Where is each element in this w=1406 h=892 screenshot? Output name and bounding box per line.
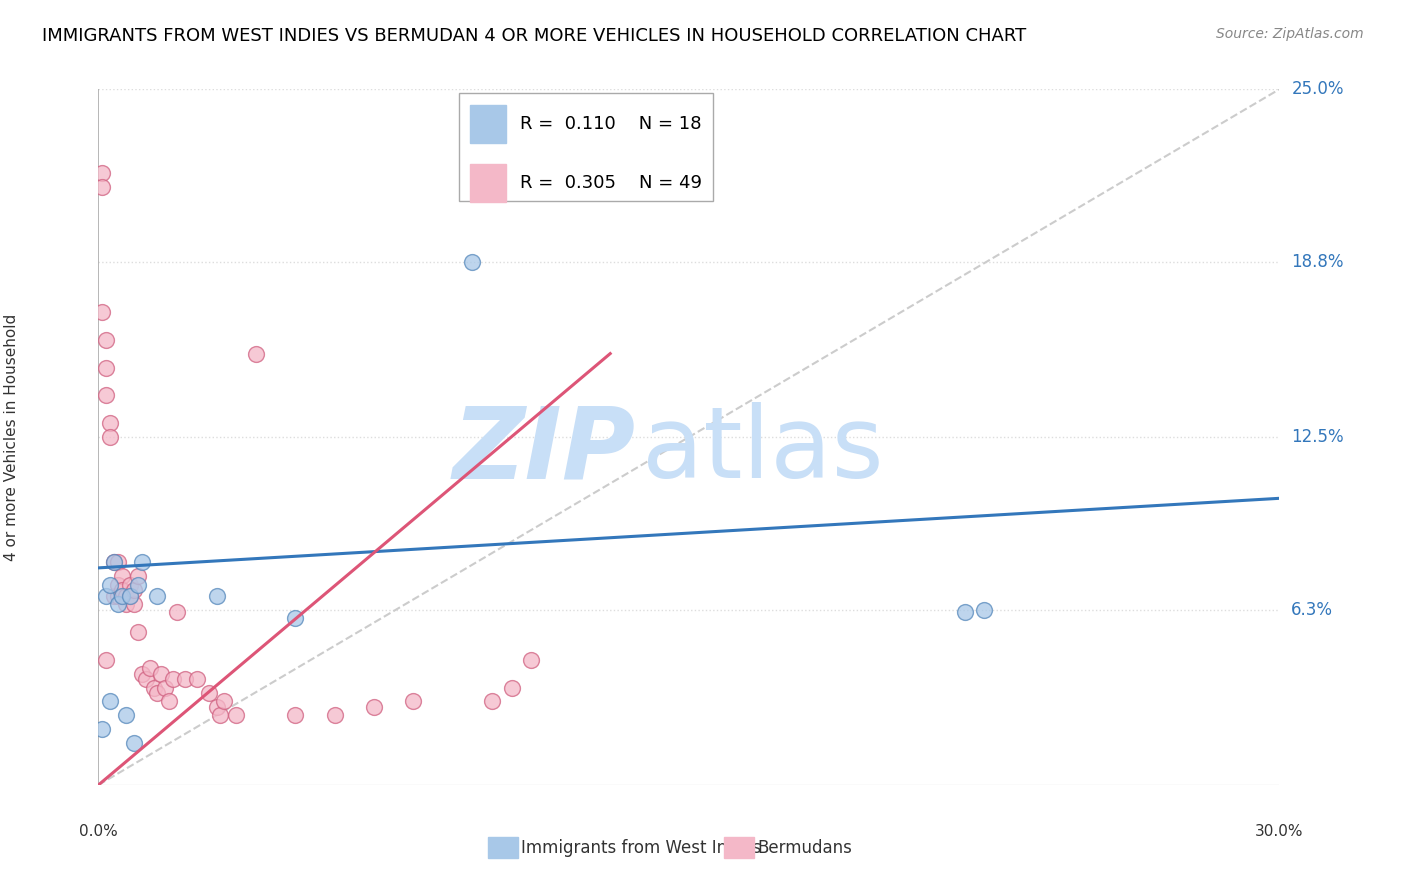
Point <box>122 583 145 598</box>
Point <box>91 305 114 319</box>
Point <box>520 653 543 667</box>
Point <box>107 577 129 591</box>
Point <box>107 589 129 603</box>
Point <box>111 583 134 598</box>
Point <box>103 589 125 603</box>
Point <box>107 597 129 611</box>
Point <box>98 694 121 708</box>
Text: 0.0%: 0.0% <box>79 824 118 838</box>
Point <box>127 624 149 639</box>
Bar <box>724 837 754 858</box>
Point <box>146 589 169 603</box>
Point <box>115 589 138 603</box>
Point <box>91 166 114 180</box>
Point <box>481 694 503 708</box>
Point <box>138 661 160 675</box>
Point <box>501 681 523 695</box>
Point <box>98 577 121 591</box>
Bar <box>488 837 517 858</box>
Text: 6.3%: 6.3% <box>1291 600 1333 619</box>
Point <box>135 672 157 686</box>
Point <box>131 555 153 569</box>
Point <box>103 555 125 569</box>
Bar <box>458 93 713 201</box>
Text: Immigrants from West Indies: Immigrants from West Indies <box>522 838 762 856</box>
Point <box>118 589 141 603</box>
Point <box>96 333 118 347</box>
Point <box>150 666 173 681</box>
Point <box>115 597 138 611</box>
Point <box>98 430 121 444</box>
Point <box>166 606 188 620</box>
Point <box>111 569 134 583</box>
Text: 25.0%: 25.0% <box>1291 80 1344 98</box>
Text: R =  0.305    N = 49: R = 0.305 N = 49 <box>520 174 702 192</box>
Text: R =  0.110    N = 18: R = 0.110 N = 18 <box>520 115 702 133</box>
Text: 4 or more Vehicles in Household: 4 or more Vehicles in Household <box>4 313 20 561</box>
Point <box>245 346 267 360</box>
Point <box>131 666 153 681</box>
Point <box>96 589 118 603</box>
Point <box>209 708 232 723</box>
Point <box>127 577 149 591</box>
Point <box>162 672 184 686</box>
Point <box>186 672 208 686</box>
Point <box>284 611 307 625</box>
Point <box>96 388 118 402</box>
Point <box>96 653 118 667</box>
Text: Source: ZipAtlas.com: Source: ZipAtlas.com <box>1216 27 1364 41</box>
Point <box>197 686 219 700</box>
Point <box>214 694 236 708</box>
Point <box>118 577 141 591</box>
Point <box>284 708 307 723</box>
Point <box>103 555 125 569</box>
Point <box>142 681 165 695</box>
Point <box>157 694 180 708</box>
Point <box>155 681 177 695</box>
Point <box>323 708 346 723</box>
Text: Bermudans: Bermudans <box>758 838 852 856</box>
Point <box>402 694 425 708</box>
Point <box>146 686 169 700</box>
Point <box>174 672 197 686</box>
Point <box>122 597 145 611</box>
Point <box>363 700 385 714</box>
Point <box>205 700 228 714</box>
Point <box>953 606 976 620</box>
Point <box>973 602 995 616</box>
Point <box>225 708 247 723</box>
Point <box>96 360 118 375</box>
Text: IMMIGRANTS FROM WEST INDIES VS BERMUDAN 4 OR MORE VEHICLES IN HOUSEHOLD CORRELAT: IMMIGRANTS FROM WEST INDIES VS BERMUDAN … <box>42 27 1026 45</box>
Text: atlas: atlas <box>641 402 883 500</box>
Point <box>115 708 138 723</box>
Point <box>111 589 134 603</box>
Point <box>461 254 484 268</box>
Point <box>127 569 149 583</box>
Point <box>98 416 121 430</box>
Text: ZIP: ZIP <box>453 402 636 500</box>
Point <box>91 179 114 194</box>
Bar <box>471 105 506 143</box>
Text: 12.5%: 12.5% <box>1291 428 1344 446</box>
Point <box>107 555 129 569</box>
Text: 30.0%: 30.0% <box>1256 824 1303 838</box>
Text: 18.8%: 18.8% <box>1291 252 1344 271</box>
Point <box>205 589 228 603</box>
Bar <box>471 164 506 202</box>
Point <box>91 723 114 737</box>
Point <box>118 589 141 603</box>
Point <box>122 736 145 750</box>
